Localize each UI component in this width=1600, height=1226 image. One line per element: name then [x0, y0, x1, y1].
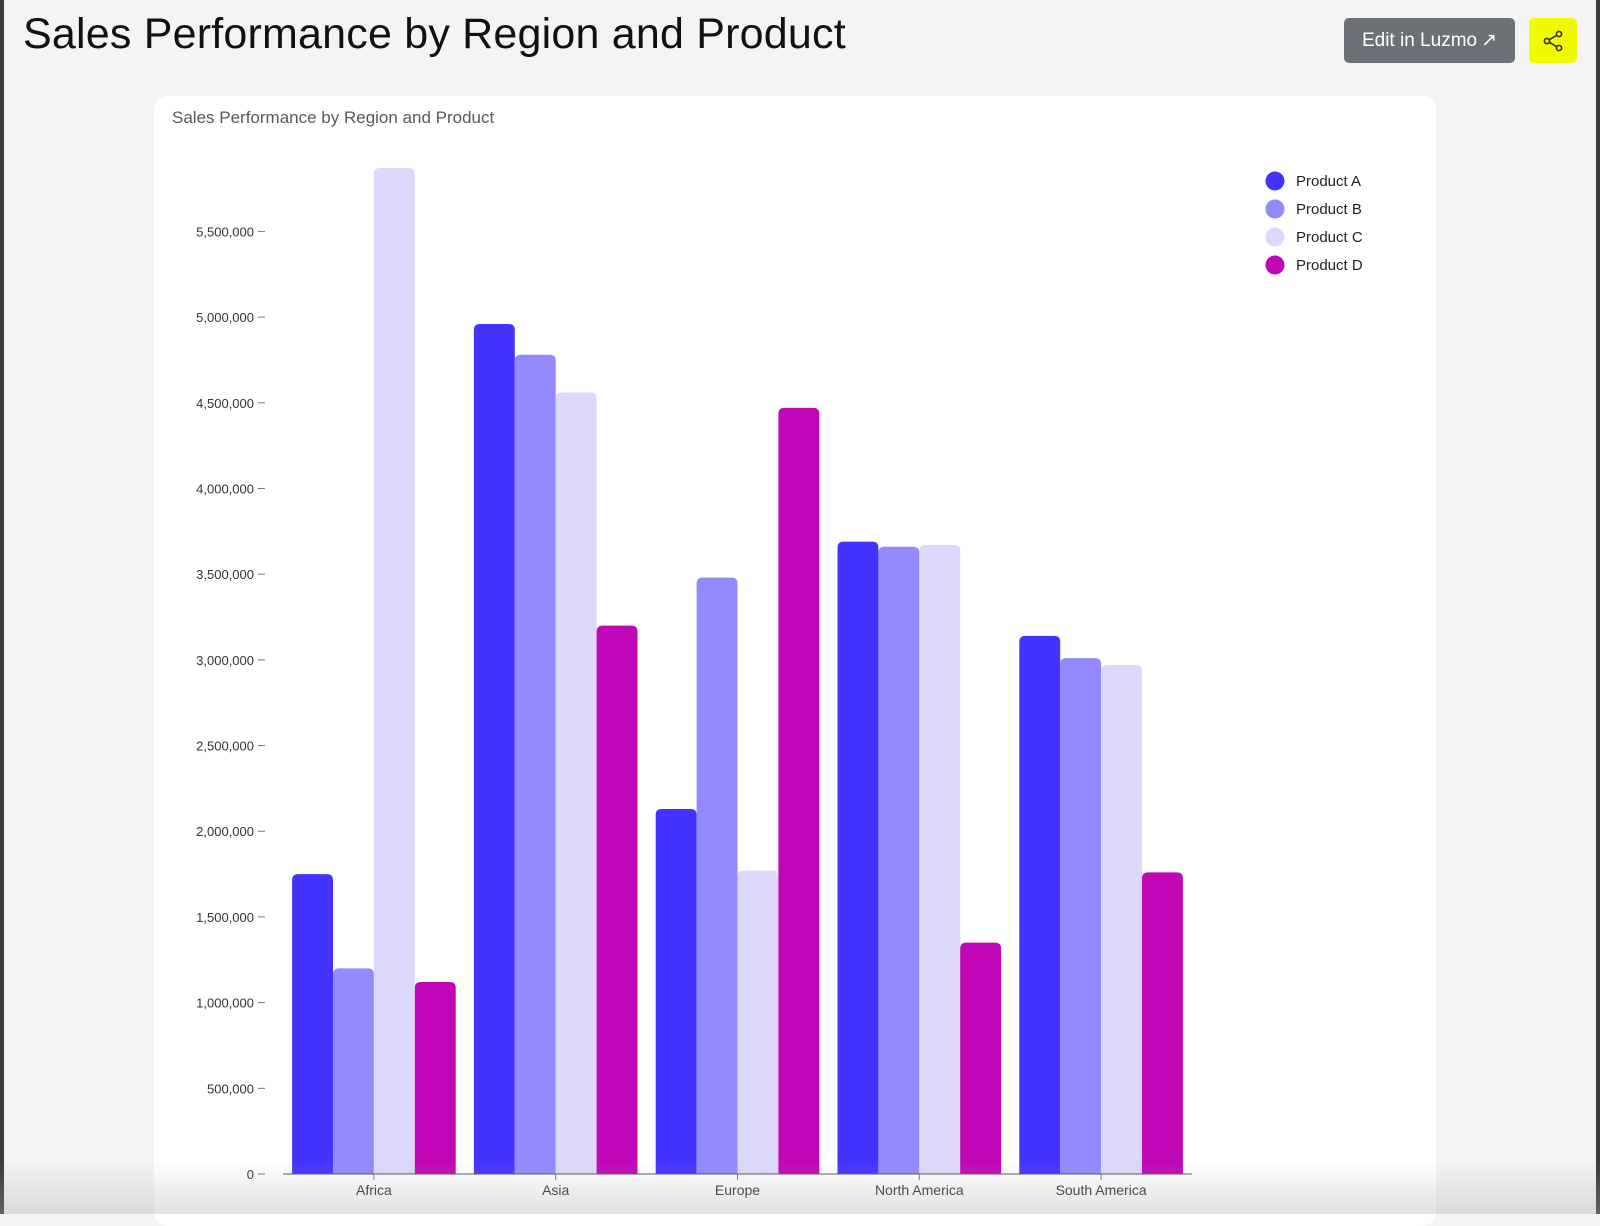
y-tick-label: 2,500,000 — [196, 739, 254, 754]
legend-label[interactable]: Product B — [1296, 201, 1362, 218]
x-tick-label: North America — [875, 1182, 964, 1198]
window-frame-left — [0, 0, 4, 1214]
y-tick-label: 0 — [247, 1167, 254, 1182]
bar-product-d-north-america[interactable] — [960, 942, 1002, 1174]
legend-marker[interactable] — [1265, 255, 1285, 275]
edit-button-label: Edit in Luzmo — [1361, 30, 1478, 51]
window-frame-right — [1596, 0, 1600, 1214]
bar-product-a-africa[interactable] — [292, 874, 333, 1174]
y-tick-label: 1,000,000 — [196, 996, 254, 1011]
bar-product-d-asia[interactable] — [596, 625, 638, 1174]
bar-product-b-north-america[interactable] — [878, 546, 920, 1174]
legend-marker[interactable] — [1265, 171, 1285, 191]
y-tick-label: 4,500,000 — [196, 396, 254, 411]
y-tick-label: 5,500,000 — [196, 224, 254, 239]
x-tick-label: Europe — [715, 1182, 760, 1198]
bar-product-b-asia[interactable] — [514, 354, 556, 1174]
x-tick-label: Asia — [542, 1182, 569, 1198]
y-tick-label: 3,000,000 — [196, 653, 254, 668]
bar-product-a-south-america[interactable] — [1019, 635, 1061, 1174]
y-tick-label: 4,000,000 — [196, 481, 254, 496]
y-tick-label: 1,500,000 — [196, 910, 254, 925]
share-icon — [1543, 30, 1563, 52]
bar-product-d-south-america[interactable] — [1142, 872, 1183, 1174]
legend-label[interactable]: Product A — [1296, 173, 1361, 190]
y-tick-label: 5,000,000 — [196, 310, 254, 325]
external-link-icon: ↗ — [1481, 30, 1498, 51]
x-tick-label: Africa — [356, 1182, 392, 1198]
page-title: Sales Performance by Region and Product — [23, 10, 846, 58]
legend-marker[interactable] — [1265, 199, 1285, 219]
bar-product-d-africa[interactable] — [414, 982, 456, 1174]
share-button[interactable] — [1529, 18, 1577, 63]
legend-label[interactable]: Product C — [1296, 229, 1363, 246]
chart-title: Sales Performance by Region and Product — [172, 108, 495, 127]
y-tick-label: 500,000 — [207, 1081, 254, 1096]
bar-product-d-europe[interactable] — [778, 407, 820, 1174]
bar-product-c-south-america[interactable] — [1101, 665, 1143, 1174]
y-tick-label: 3,500,000 — [196, 567, 254, 582]
bar-product-b-europe[interactable] — [696, 577, 738, 1174]
bar-product-a-asia[interactable] — [473, 323, 515, 1175]
bar-product-b-africa[interactable] — [332, 968, 374, 1174]
bar-product-c-europe[interactable] — [737, 870, 779, 1174]
bar-product-c-asia[interactable] — [555, 392, 597, 1174]
bar-product-c-north-america[interactable] — [919, 545, 961, 1174]
bar-product-a-north-america[interactable] — [837, 541, 879, 1174]
y-tick-label: 2,000,000 — [196, 824, 254, 839]
edit-in-luzmo-button[interactable]: Edit in Luzmo ↗ — [1344, 18, 1515, 63]
bar-product-b-south-america[interactable] — [1060, 658, 1102, 1174]
legend-label[interactable]: Product D — [1296, 257, 1363, 274]
bar-product-c-africa[interactable] — [373, 168, 415, 1174]
legend-marker[interactable] — [1265, 227, 1285, 247]
x-tick-label: South America — [1056, 1182, 1147, 1198]
bar-product-a-europe[interactable] — [655, 808, 697, 1174]
